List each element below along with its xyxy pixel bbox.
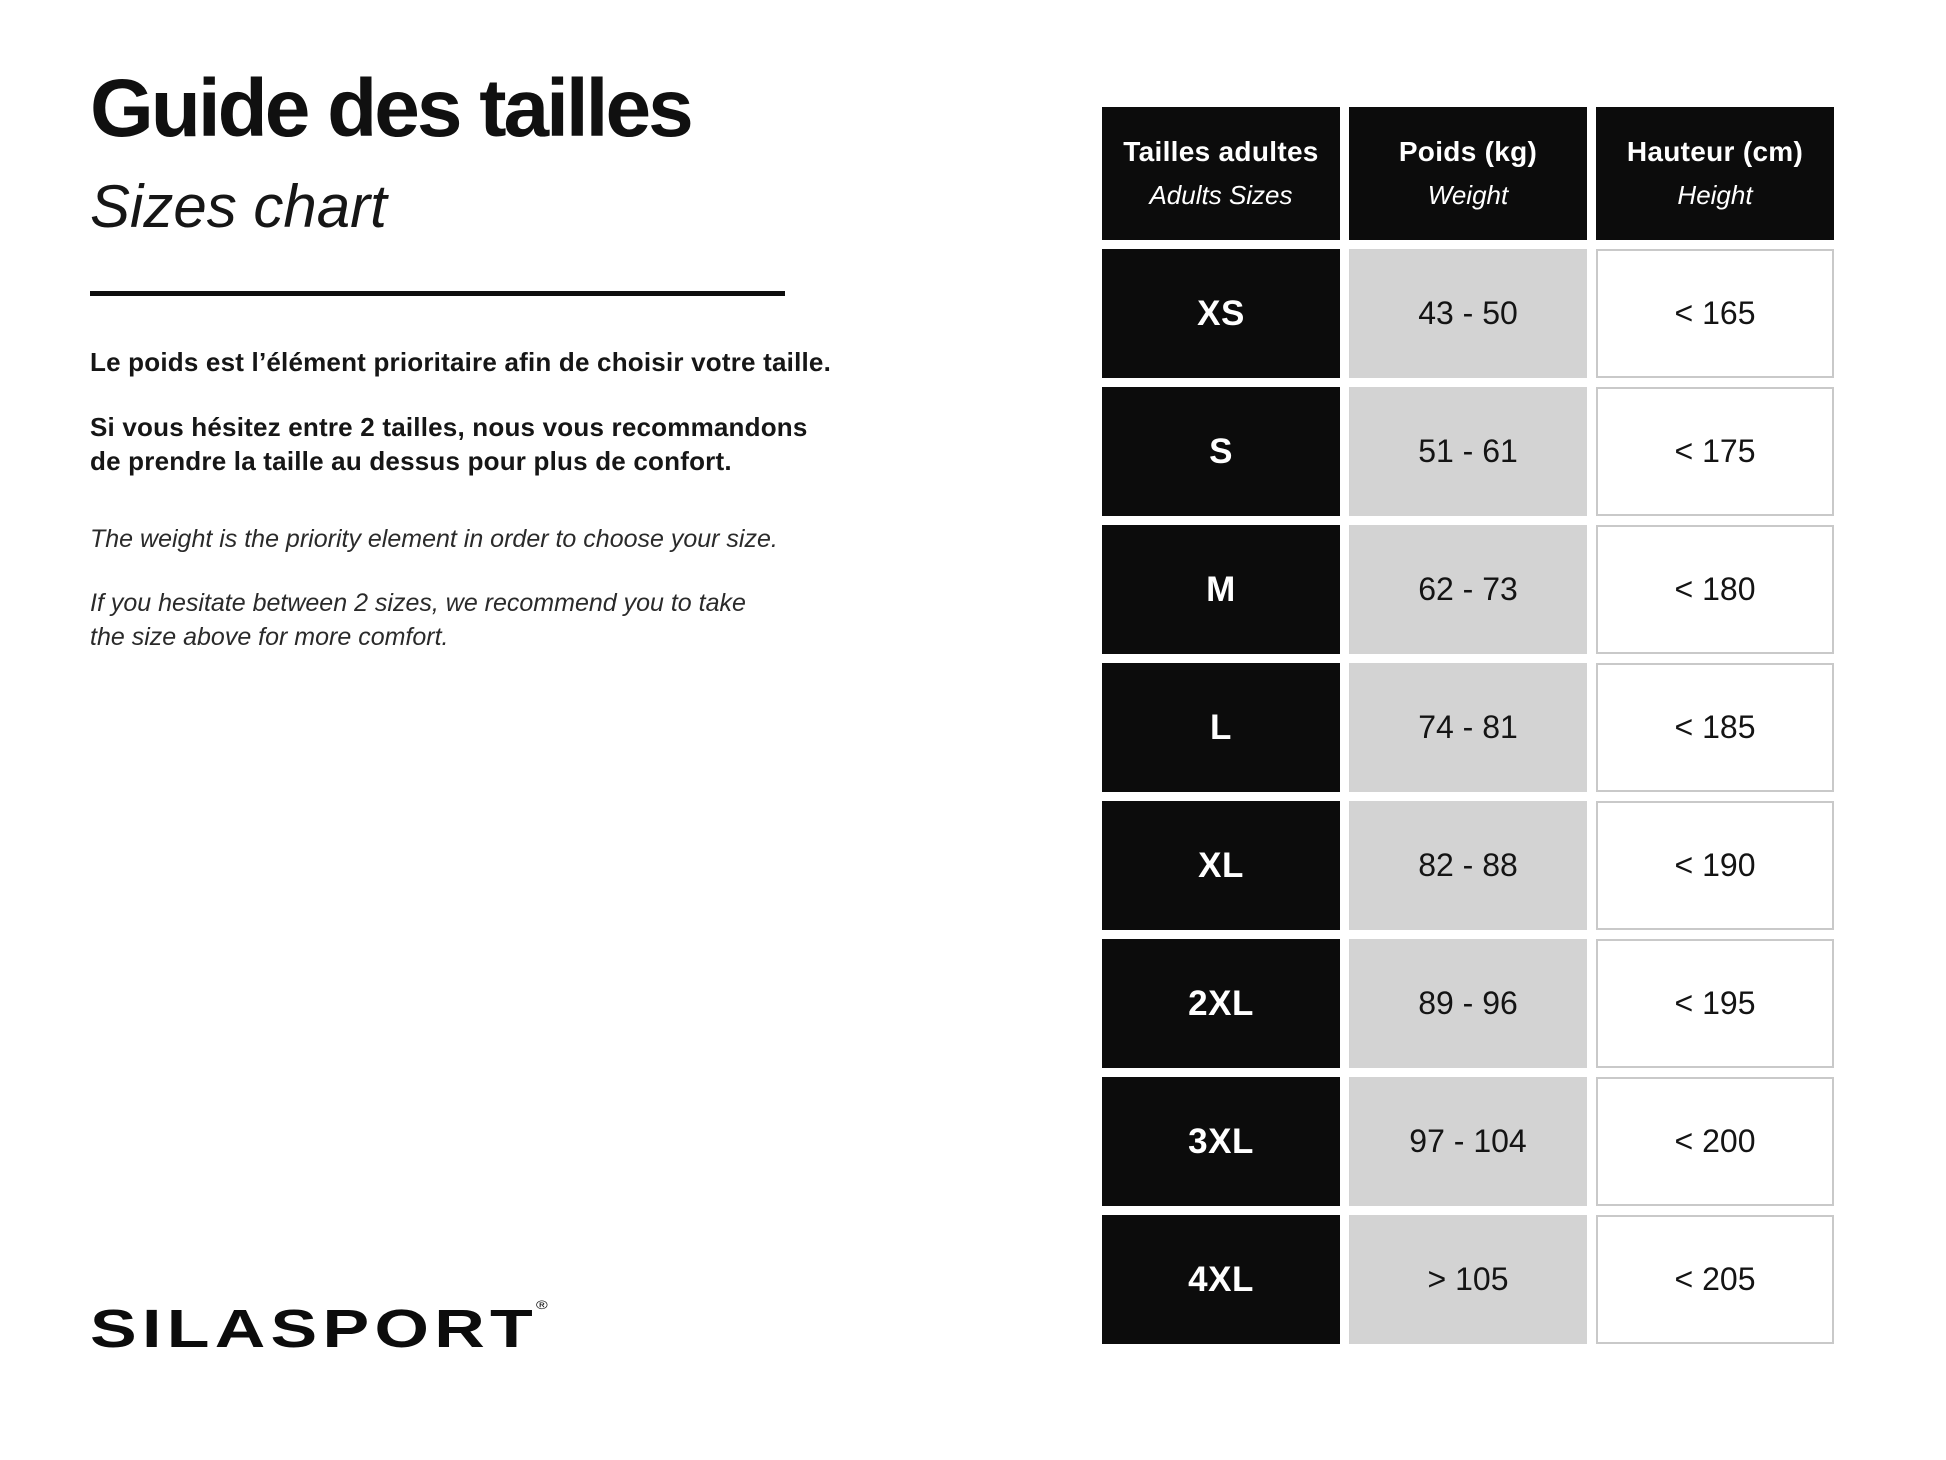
table-header-sizes: Tailles adultes Adults Sizes xyxy=(1102,107,1340,240)
height-limit: < 175 xyxy=(1596,387,1834,516)
intro-en-hesitate: If you hesitate between 2 sizes, we reco… xyxy=(90,586,746,654)
size-label: 2XL xyxy=(1102,939,1340,1068)
page-title-en: Sizes chart xyxy=(90,173,387,240)
height-limit: < 195 xyxy=(1596,939,1834,1068)
intro-fr-hesitate-line-1: Si vous hésitez entre 2 tailles, nous vo… xyxy=(90,412,808,442)
weight-range: 74 - 81 xyxy=(1349,663,1587,792)
header-en-label: Adults Sizes xyxy=(1149,180,1293,210)
weight-range: 89 - 96 xyxy=(1349,939,1587,1068)
height-limit: < 200 xyxy=(1596,1077,1834,1206)
intro-fr-hesitate: Si vous hésitez entre 2 tailles, nous vo… xyxy=(90,410,808,478)
height-limit: < 205 xyxy=(1596,1215,1834,1344)
height-limit: < 190 xyxy=(1596,801,1834,930)
size-label: XS xyxy=(1102,249,1340,378)
intro-en-weight-line: The weight is the priority element in or… xyxy=(90,525,778,553)
divider-rule xyxy=(90,291,785,296)
table-header-weight: Poids (kg) Weight xyxy=(1349,107,1587,240)
size-label: L xyxy=(1102,663,1340,792)
intro-fr-weight: Le poids est l’élément prioritaire afin … xyxy=(90,345,831,379)
header-en-label: Height xyxy=(1677,180,1753,210)
size-label: XL xyxy=(1102,801,1340,930)
weight-range: 97 - 104 xyxy=(1349,1077,1587,1206)
weight-range: 82 - 88 xyxy=(1349,801,1587,930)
header-fr-label: Hauteur (cm) xyxy=(1626,136,1804,167)
size-label: 3XL xyxy=(1102,1077,1340,1206)
table-header-height: Hauteur (cm) Height xyxy=(1596,107,1834,240)
weight-range: 51 - 61 xyxy=(1349,387,1587,516)
intro-en-hesitate-line-1: If you hesitate between 2 sizes, we reco… xyxy=(90,589,746,617)
size-label: S xyxy=(1102,387,1340,516)
brand-logo: SILASPORT® xyxy=(90,1297,550,1359)
size-label: 4XL xyxy=(1102,1215,1340,1344)
height-limit: < 185 xyxy=(1596,663,1834,792)
registered-trademark-icon: ® xyxy=(535,1298,548,1313)
intro-fr-hesitate-line-2: de prendre la taille au dessus pour plus… xyxy=(90,446,732,476)
intro-en-hesitate-line-2: the size above for more comfort. xyxy=(90,623,449,651)
size-table: Tailles adultes Adults Sizes Poids (kg) … xyxy=(1102,107,1834,1344)
weight-range: 43 - 50 xyxy=(1349,249,1587,378)
page-title-fr: Guide des tailles xyxy=(90,63,694,154)
height-limit: < 180 xyxy=(1596,525,1834,654)
intro-en-weight: The weight is the priority element in or… xyxy=(90,522,778,556)
header-en-label: Weight xyxy=(1427,180,1509,210)
weight-range: > 105 xyxy=(1349,1215,1587,1344)
size-label: M xyxy=(1102,525,1340,654)
intro-fr-weight-line: Le poids est l’élément prioritaire afin … xyxy=(90,347,832,377)
header-fr-label: Poids (kg) xyxy=(1398,136,1538,167)
header-fr-label: Tailles adultes xyxy=(1123,136,1319,167)
height-limit: < 165 xyxy=(1596,249,1834,378)
weight-range: 62 - 73 xyxy=(1349,525,1587,654)
brand-logo-text: SILASPORT xyxy=(90,1297,539,1359)
